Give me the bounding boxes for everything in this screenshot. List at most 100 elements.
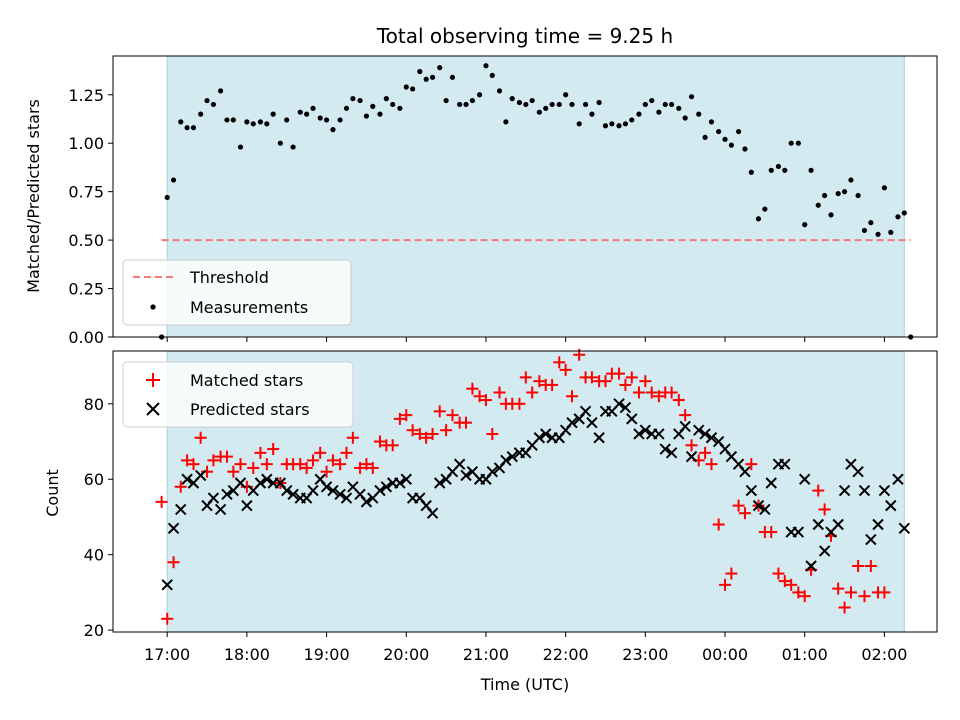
measurement-point [190, 125, 197, 131]
x-tick-label: 18:00 [224, 645, 270, 664]
measurement-point [397, 105, 403, 111]
measurement-point [210, 101, 217, 108]
matched-star-point [732, 499, 745, 512]
y-tick-label: 1.00 [68, 134, 104, 153]
matched-star-point [473, 390, 486, 403]
y-tick-label: 0.25 [68, 280, 104, 299]
top-y-axis-label: Matched/Predicted stars [24, 99, 43, 293]
measurement-point [310, 105, 316, 111]
measurement-point [828, 212, 834, 218]
y-tick-label: 0.00 [68, 328, 104, 347]
bottom-plot-frame [112, 350, 938, 633]
predicted-star-point [799, 473, 811, 485]
matched-star-point [187, 458, 200, 471]
matched-star-point [712, 518, 725, 531]
matched-star-point [181, 454, 194, 467]
measurement-point [688, 94, 695, 100]
matched-star-point [599, 375, 612, 388]
bottom-x-axis-ticks: 17:00 18:00 19:00 20:00 21:00 22:00 23:00 00:00… [144, 632, 907, 664]
measurement-point [230, 117, 236, 123]
measurement-point [284, 117, 290, 123]
measurement-point [848, 177, 854, 183]
matched-star-point [778, 575, 791, 588]
measurement-point [702, 134, 708, 140]
matched-star-point [486, 427, 499, 440]
measurement-point [696, 111, 702, 117]
legend-predicted-label: Predicted stars [190, 400, 310, 419]
measurement-point [509, 96, 515, 102]
matched-star-point [167, 556, 180, 569]
measurement-point [496, 88, 503, 94]
matched-star-point [234, 458, 247, 471]
predicted-star-point [593, 432, 605, 444]
measurement-point [808, 167, 814, 173]
matched-star-point [386, 439, 399, 452]
predicted-star-point [400, 473, 412, 485]
measurement-point [861, 227, 868, 234]
measurement-point [178, 119, 184, 125]
matched-star-point [798, 590, 811, 603]
measurement-point [795, 140, 801, 146]
top-legend: Threshold Measurements [122, 259, 352, 326]
predicted-star-point [194, 469, 207, 482]
bottom-y-axis-ticks: 20 40 60 80 [84, 395, 113, 640]
x-tick-label: 17:00 [144, 645, 190, 664]
predicted-star-point [885, 499, 897, 512]
predicted-star-point [287, 488, 299, 501]
predicted-star-point [752, 499, 765, 512]
measurement-point [483, 63, 489, 69]
measurement-point [383, 96, 389, 102]
measurement-point [257, 119, 264, 125]
measurement-point [170, 177, 177, 183]
matched-star-point [346, 431, 359, 444]
measurement-point [622, 121, 629, 127]
predicted-star-point [639, 424, 652, 436]
measurement-point [881, 185, 888, 191]
x-tick-label: 00:00 [702, 645, 748, 664]
predicted-star-point [685, 450, 698, 463]
measurement-point [563, 92, 569, 98]
measurement-point [682, 115, 688, 121]
measurement-point [429, 74, 436, 80]
matched-star-point [466, 382, 479, 395]
predicted-star-point [812, 518, 824, 531]
matched-star-point [366, 461, 379, 474]
matched-star-point [705, 458, 718, 471]
predicted-star-point [254, 477, 267, 489]
matched-star-point [393, 412, 406, 425]
matched-star-point [460, 416, 473, 429]
predicted-star-point [858, 484, 871, 497]
measurement-point [250, 121, 256, 127]
y-tick-label: 60 [84, 470, 104, 489]
matched-star-point [745, 458, 758, 471]
y-tick-label: 1.25 [68, 86, 104, 105]
top-x-axis-ticks [166, 337, 885, 342]
predicted-star-point [175, 503, 187, 516]
measurement-point [377, 111, 383, 117]
matched-star-point [406, 424, 419, 437]
measurement-point [350, 96, 356, 102]
matched-star-point [652, 390, 665, 403]
measurement-point [469, 97, 476, 104]
matched-star-point [519, 371, 532, 384]
matched-star-point [665, 386, 678, 399]
measurement-point [748, 169, 754, 175]
matched-star-point [559, 363, 572, 376]
y-tick-label: 80 [84, 395, 104, 414]
matched-star-point [613, 367, 626, 380]
predicted-star-point [693, 424, 705, 436]
matched-star-point [526, 386, 539, 399]
matched-star-point [725, 567, 738, 580]
measurement-point [775, 163, 782, 170]
measurement-point [323, 117, 330, 123]
matched-star-point [254, 446, 267, 459]
measurement-point [708, 119, 715, 125]
measurement-point [417, 68, 423, 75]
measurement-point [742, 146, 748, 152]
predicted-star-point [241, 499, 253, 512]
matched-star-point [493, 386, 506, 399]
predicted-star-point [865, 533, 877, 546]
predicted-star-point [898, 522, 911, 534]
bottom-legend-box [122, 361, 354, 428]
predicted-star-point [281, 484, 293, 497]
